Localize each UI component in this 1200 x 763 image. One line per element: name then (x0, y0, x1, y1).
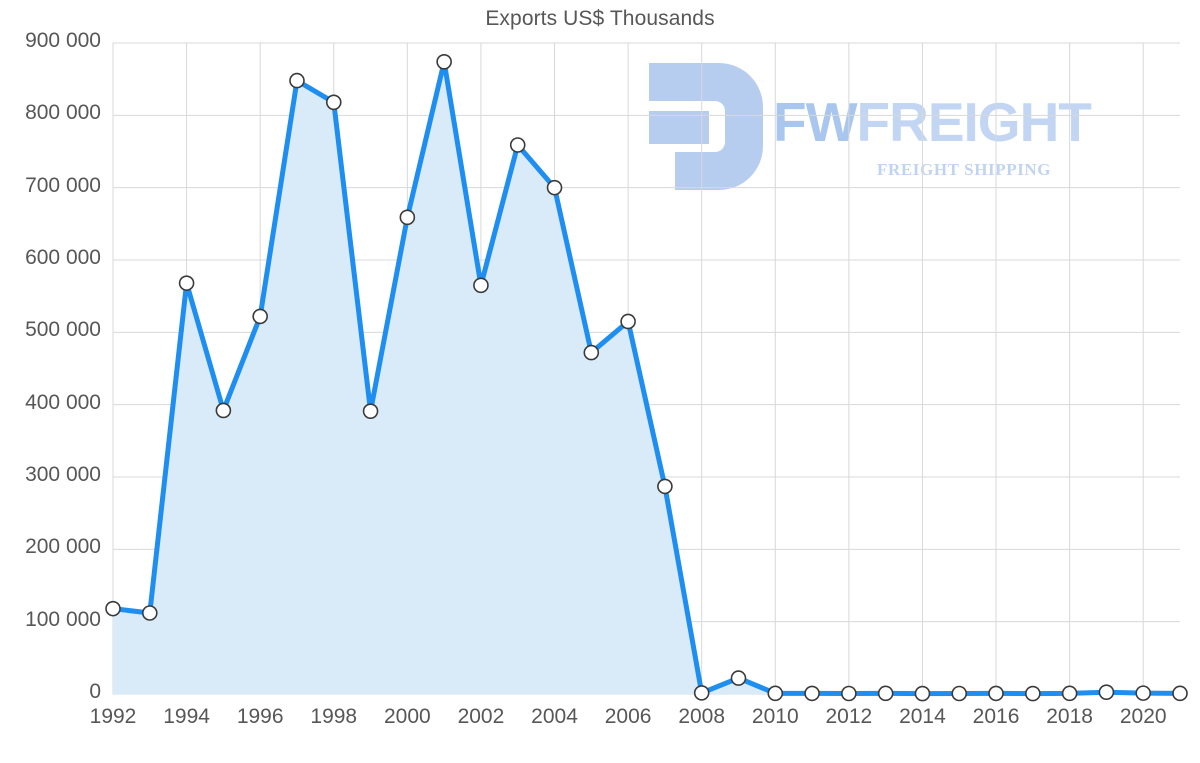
data-point-marker[interactable] (1061, 685, 1078, 702)
x-axis-tick-label: 2020 (1119, 705, 1167, 728)
data-point-marker[interactable] (473, 277, 489, 294)
x-axis-tick-label: 2008 (678, 705, 726, 728)
data-point-marker[interactable] (436, 54, 452, 70)
data-point-marker[interactable] (620, 313, 636, 330)
data-point-marker[interactable] (1025, 685, 1041, 702)
data-point-marker[interactable] (988, 685, 1004, 702)
data-point-marker[interactable] (1172, 685, 1188, 702)
data-point-marker[interactable] (509, 137, 526, 153)
y-axis-tick-label: 300 000 (25, 463, 101, 486)
area-fill (113, 61, 1180, 695)
x-axis-tick-label: 2000 (383, 705, 431, 728)
x-axis-tick-label: 2018 (1046, 705, 1093, 728)
x-axis-tick-label: 1992 (89, 705, 137, 728)
data-point-marker[interactable] (1098, 684, 1115, 700)
data-point-marker[interactable] (1135, 685, 1152, 701)
y-axis-tick-label: 800 000 (25, 101, 101, 125)
data-point-marker[interactable] (141, 605, 158, 621)
data-point-marker[interactable] (289, 72, 305, 89)
data-point-marker[interactable] (877, 685, 894, 702)
y-axis-tick-label: 400 000 (25, 390, 101, 414)
y-axis-tick-label: 100 000 (25, 607, 101, 631)
data-point-marker[interactable] (178, 275, 195, 291)
x-axis-tick-label: 2014 (899, 705, 946, 728)
x-axis-tick-label: 2002 (457, 705, 505, 728)
data-point-markers[interactable] (105, 54, 1188, 702)
x-axis-tick-label: 2004 (531, 705, 578, 728)
data-point-marker[interactable] (730, 670, 747, 686)
data-point-marker[interactable] (399, 209, 416, 226)
data-point-marker[interactable] (583, 344, 600, 361)
data-point-marker[interactable] (804, 685, 820, 702)
data-point-marker[interactable] (105, 600, 121, 617)
y-axis-tick-label: 500 000 (25, 318, 101, 342)
data-point-marker[interactable] (693, 685, 710, 701)
data-point-marker[interactable] (325, 94, 342, 111)
data-point-marker[interactable] (914, 685, 931, 702)
x-axis-tick-label: 1998 (310, 705, 358, 728)
x-axis-tick-label: 2012 (825, 705, 873, 728)
x-axis-tick-label: 2010 (751, 705, 799, 728)
x-axis-tick-label: 1996 (236, 705, 284, 728)
data-point-marker[interactable] (767, 685, 784, 702)
x-axis-tick-label: 2016 (972, 705, 1020, 728)
y-axis-tick-label: 0 (89, 680, 101, 703)
x-axis-tick-label: 1994 (163, 705, 210, 728)
data-point-marker[interactable] (657, 478, 673, 495)
y-axis-tick-label: 700 000 (25, 173, 101, 197)
data-point-marker[interactable] (362, 403, 379, 419)
y-axis-tick-label: 200 000 (25, 535, 101, 559)
data-point-marker[interactable] (215, 402, 232, 419)
data-point-marker[interactable] (841, 685, 857, 702)
chart-title: Exports US$ Thousands (485, 7, 715, 30)
data-point-marker[interactable] (951, 685, 968, 702)
x-axis-tick-label: 2006 (604, 705, 652, 728)
y-axis-tick-label: 900 000 (25, 29, 101, 52)
data-point-marker[interactable] (252, 308, 268, 325)
series-area-fill (113, 61, 1180, 695)
y-axis-tick-label: 600 000 (25, 246, 101, 269)
data-point-marker[interactable] (546, 179, 563, 196)
